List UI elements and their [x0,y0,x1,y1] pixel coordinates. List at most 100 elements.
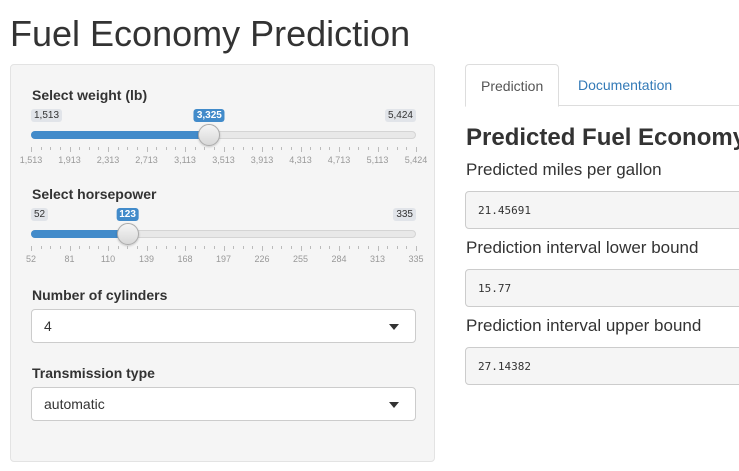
horsepower-minor-tick [242,246,244,249]
horsepower-minor-tick [281,246,283,249]
weight-minor-tick [194,147,196,150]
lower-bound-value: 15.77 [465,269,739,307]
transmission-selected-value: automatic [44,396,105,412]
horsepower-minor-tick [136,246,138,249]
weight-minor-tick [233,147,235,150]
horsepower-minor-tick [319,246,321,249]
weight-minor-tick [136,147,138,150]
weight-minor-tick [271,147,273,150]
weight-minor-tick [396,147,398,150]
tab-documentation[interactable]: Documentation [578,77,673,93]
horsepower-minor-tick [79,246,81,249]
weight-minor-tick [98,147,100,150]
weight-value-badge: 3,325 [193,109,225,122]
weight-minor-tick [165,147,167,150]
horsepower-minor-tick [406,246,408,249]
horsepower-label: Select horsepower [32,186,157,202]
weight-tick-label: 4,313 [289,155,312,165]
weight-minor-tick [242,147,244,150]
transmission-label: Transmission type [32,365,155,381]
results-heading: Predicted Fuel Economy [466,124,739,151]
weight-tick [69,147,71,152]
weight-minor-tick [252,147,254,150]
horsepower-minor-tick [252,246,254,249]
weight-minor-tick [40,147,42,150]
weight-max-label: 5,424 [384,109,416,122]
horsepower-minor-tick [50,246,52,249]
weight-minor-tick [59,147,61,150]
tab-prediction[interactable]: Prediction [465,64,560,107]
upper-bound-value: 27.14382 [465,347,739,385]
weight-tick [416,147,417,152]
weight-minor-tick [213,147,215,150]
horsepower-tick [108,246,109,251]
weight-tick [300,147,302,152]
horsepower-tick [416,246,417,251]
horsepower-minor-tick [127,246,129,249]
horsepower-minor-tick [310,246,312,249]
horsepower-minor-tick [59,246,61,249]
weight-minor-tick [358,147,360,150]
weight-tick [185,147,186,152]
weight-slider-handle[interactable] [198,124,221,146]
weight-minor-tick [50,147,52,150]
weight-minor-tick [117,147,119,150]
horsepower-tick-label: 197 [215,254,232,264]
horsepower-minor-tick [396,246,398,249]
mpg-output-value: 21.45691 [465,191,739,229]
weight-tick [31,147,32,152]
weight-minor-tick [387,147,389,150]
weight-minor-tick [367,147,369,150]
weight-minor-tick [79,147,81,150]
horsepower-max-label: 335 [393,208,416,221]
horsepower-tick [339,246,340,251]
upper-bound-label: Prediction interval upper bound [466,316,702,335]
weight-tick-label: 3,113 [174,155,196,165]
horsepower-minor-tick [117,246,119,249]
weight-tick-label: 5,113 [366,155,389,165]
weight-minor-tick [127,147,129,150]
horsepower-minor-tick [194,246,196,249]
weight-tick-label: 1,513 [19,155,43,165]
weight-tick-label: 3,913 [250,155,274,165]
weight-minor-tick [204,147,206,150]
weight-minor-tick [281,147,283,150]
horsepower-tick [377,246,379,251]
horsepower-slider-handle[interactable] [116,223,139,245]
horsepower-tick-label: 110 [100,254,116,264]
horsepower-minor-tick [329,246,331,249]
cylinders-label: Number of cylinders [32,287,168,303]
horsepower-ticks: 52 81 110 139 168 197 226 255 284 313 335 [26,246,424,266]
horsepower-tick-label: 255 [292,254,309,264]
horsepower-minor-tick [88,246,90,249]
horsepower-minor-tick [233,246,235,249]
horsepower-minor-tick [40,246,42,249]
weight-tick [223,147,225,152]
horsepower-tick [146,246,148,251]
weight-tick-label: 2,313 [96,155,120,165]
weight-tick-label: 1,913 [58,155,81,165]
cylinders-select[interactable]: 4 [31,309,416,343]
weight-tick [262,147,263,152]
horsepower-minor-tick [271,246,273,249]
weight-label: Select weight (lb) [32,87,148,103]
horsepower-minor-tick [213,246,215,249]
horsepower-tick-label: 81 [64,254,75,264]
horsepower-tick-label: 168 [177,254,193,264]
horsepower-tick-label: 52 [25,254,37,264]
horsepower-minor-tick [290,246,292,249]
weight-tick-label: 4,713 [327,155,351,165]
weight-slider[interactable]: 1,513 5,424 3,325 1,513 1,913 2,313 2,713 3,… [20,109,427,169]
mpg-output-label: Predicted miles per gallon [466,160,662,179]
horsepower-slider[interactable]: 52 335 123 52 81 110 139 168 197 226 255 284 313 3… [26,208,424,268]
horsepower-tick-label: 226 [254,254,270,264]
sidebar-panel: Select weight (lb) 1,513 5,424 3,325 1,5… [10,64,435,462]
weight-tick-label: 2,713 [135,155,158,165]
horsepower-minor-tick [156,246,158,249]
horsepower-value-badge: 123 [116,208,139,221]
transmission-select[interactable]: automatic [31,387,416,421]
page-title: Fuel Economy Prediction [10,13,411,54]
weight-slider-fill [31,131,210,139]
horsepower-tick-label: 335 [408,254,424,264]
horsepower-min-label: 52 [31,208,49,221]
